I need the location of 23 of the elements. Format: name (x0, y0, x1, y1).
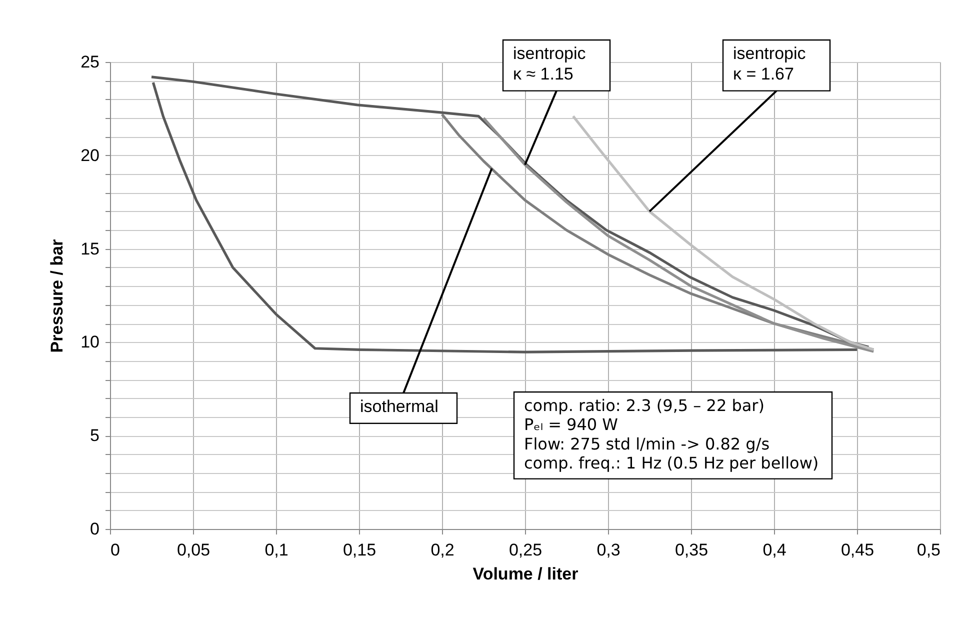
x-tick-label: 0 (110, 540, 120, 560)
y-tick-label: 15 (80, 239, 100, 258)
x-tick-label: 0,45 (840, 540, 874, 560)
y-axis-title: Pressure / bar (48, 238, 67, 353)
x-tick-label: 0,4 (762, 540, 786, 560)
x-tick-label: 0,35 (674, 540, 708, 560)
x-tick-label: 0,5 (916, 540, 940, 560)
x-tick-label: 0,3 (596, 540, 620, 560)
annotation: isothermal (360, 397, 438, 416)
x-tick-label: 0,05 (176, 540, 210, 560)
x-tick-label: 0,2 (430, 540, 454, 560)
y-tick-label: 25 (80, 52, 100, 72)
annotation: comp. ratio: 2.3 (9,5 – 22 bar) Pₑₗ = 940 W Flow: 275 std l/min -> 0.82 g/s comp. freq.: 1 Hz (0.5 Hz per bellow) (524, 396, 819, 473)
x-tick-label: 0,25 (508, 540, 542, 560)
annotation: isentropic κ ≈ 1.15 (513, 44, 586, 84)
y-tick-label: 10 (80, 332, 100, 352)
y-tick-label: 0 (90, 520, 100, 538)
x-tick-label: 0,15 (342, 540, 376, 560)
x-axis-title: Volume / liter (472, 564, 579, 584)
x-tick-label: 0,1 (264, 540, 288, 560)
y-tick-label: 20 (80, 146, 100, 165)
annotation: isentropic κ = 1.67 (733, 44, 806, 84)
y-tick-label: 5 (90, 426, 100, 446)
